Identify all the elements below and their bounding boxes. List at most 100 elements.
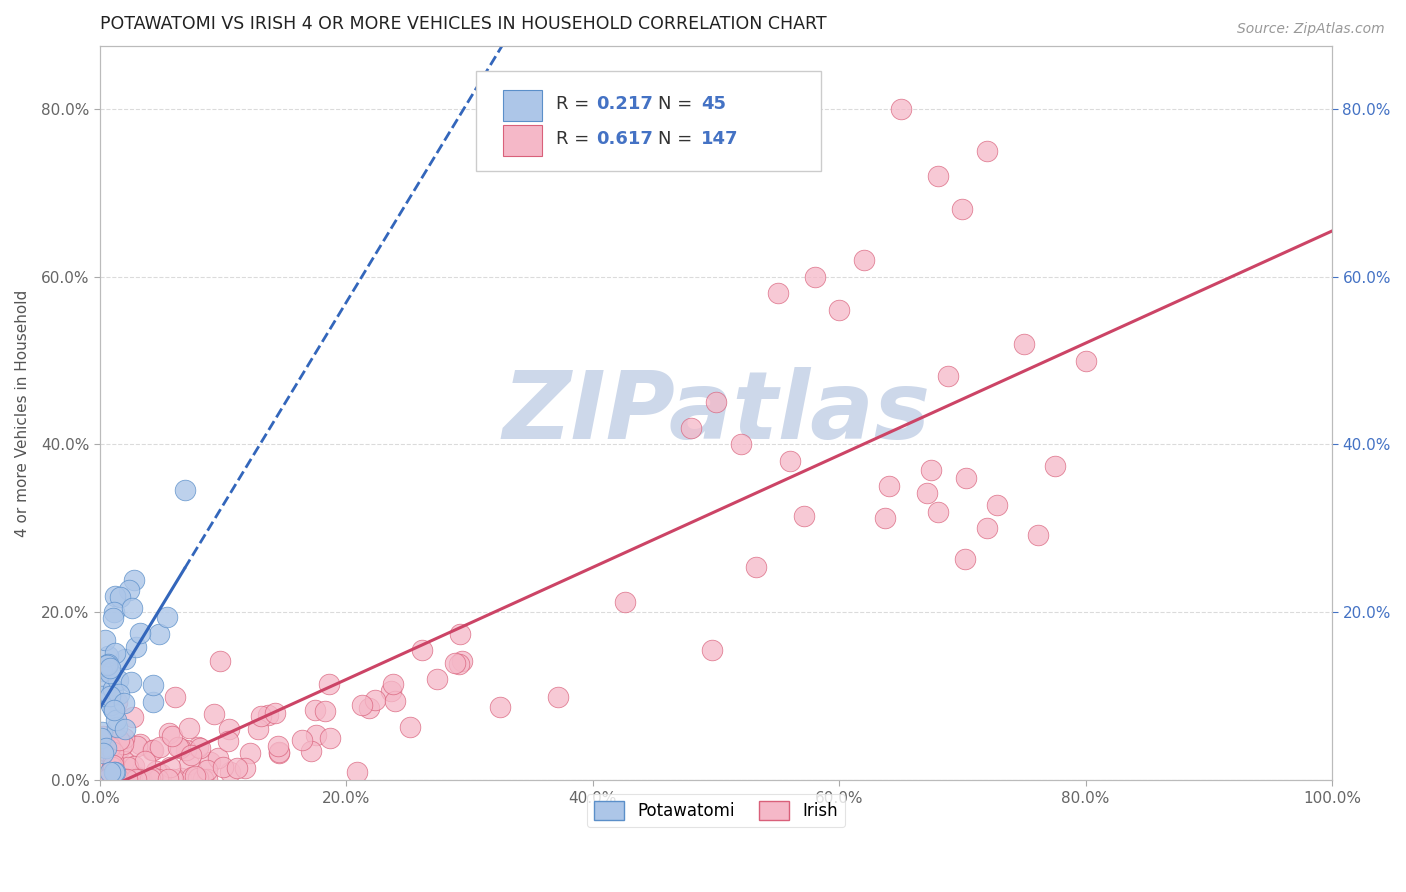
- Point: [191, 772, 214, 787]
- Point: [107, 772, 129, 787]
- Point: [177, 757, 200, 772]
- Point: [91, 744, 114, 758]
- Point: [187, 739, 209, 754]
- Point: [98, 739, 121, 754]
- Point: [256, 707, 278, 722]
- Point: [181, 770, 204, 784]
- Point: [162, 772, 184, 787]
- Point: [197, 763, 219, 777]
- Point: [159, 760, 181, 774]
- Point: [1043, 458, 1066, 473]
- Point: [112, 772, 135, 787]
- Point: [264, 706, 287, 720]
- Point: [115, 772, 138, 787]
- Point: [108, 772, 131, 787]
- Point: [380, 683, 402, 698]
- Point: [766, 286, 789, 301]
- Point: [117, 582, 139, 597]
- Point: [447, 657, 470, 671]
- Point: [915, 486, 938, 500]
- Point: [122, 759, 145, 773]
- Point: [103, 757, 125, 772]
- Point: [217, 734, 239, 748]
- Text: 45: 45: [702, 95, 727, 112]
- Point: [112, 737, 135, 751]
- Point: [96, 657, 118, 672]
- Point: [129, 772, 152, 787]
- Point: [212, 759, 235, 773]
- Point: [114, 754, 136, 768]
- Point: [110, 739, 132, 754]
- Point: [976, 144, 998, 158]
- Point: [267, 746, 290, 760]
- Point: [209, 654, 232, 668]
- Point: [101, 745, 124, 759]
- Point: [97, 772, 120, 787]
- Point: [121, 601, 143, 615]
- Point: [451, 654, 474, 668]
- Point: [145, 764, 167, 779]
- Point: [90, 772, 112, 787]
- Point: [125, 772, 148, 787]
- Point: [98, 772, 121, 787]
- Point: [114, 722, 136, 736]
- Point: [127, 770, 149, 784]
- Point: [157, 726, 180, 740]
- Point: [138, 772, 160, 787]
- Point: [169, 741, 191, 756]
- Point: [399, 720, 422, 734]
- Point: [489, 700, 512, 714]
- Point: [364, 693, 387, 707]
- Point: [173, 483, 195, 497]
- Point: [702, 642, 724, 657]
- Point: [103, 772, 125, 787]
- Point: [112, 772, 135, 787]
- Point: [877, 479, 900, 493]
- Point: [828, 303, 851, 318]
- Point: [97, 657, 120, 672]
- Point: [101, 754, 124, 768]
- Point: [90, 724, 112, 739]
- Point: [103, 703, 125, 717]
- Point: [90, 772, 112, 787]
- Point: [97, 649, 120, 664]
- Point: [165, 690, 187, 704]
- Point: [384, 694, 406, 708]
- Point: [291, 732, 314, 747]
- Point: [114, 772, 136, 787]
- Point: [350, 698, 373, 712]
- Point: [120, 675, 142, 690]
- Point: [104, 646, 127, 660]
- Point: [381, 677, 404, 691]
- Point: [730, 437, 752, 451]
- Point: [873, 511, 896, 525]
- Point: [952, 202, 974, 217]
- Point: [200, 756, 222, 770]
- Point: [148, 772, 170, 787]
- Point: [98, 661, 121, 675]
- Point: [112, 696, 135, 710]
- Text: 0.617: 0.617: [596, 130, 654, 148]
- FancyBboxPatch shape: [503, 90, 543, 121]
- Point: [269, 745, 291, 759]
- Point: [202, 706, 225, 721]
- Point: [94, 744, 117, 758]
- Point: [681, 420, 703, 434]
- Point: [129, 625, 152, 640]
- Point: [249, 708, 271, 723]
- Point: [155, 610, 177, 624]
- Point: [157, 772, 180, 787]
- Text: N =: N =: [658, 130, 699, 148]
- Text: ZIPatlas: ZIPatlas: [502, 367, 931, 459]
- Point: [745, 559, 768, 574]
- Text: R =: R =: [555, 130, 595, 148]
- Point: [94, 772, 117, 787]
- Point: [112, 772, 135, 787]
- Point: [953, 552, 976, 566]
- Point: [108, 687, 131, 701]
- Point: [226, 761, 249, 775]
- Point: [94, 659, 117, 673]
- Point: [142, 743, 165, 757]
- Point: [160, 729, 183, 743]
- Point: [936, 369, 959, 384]
